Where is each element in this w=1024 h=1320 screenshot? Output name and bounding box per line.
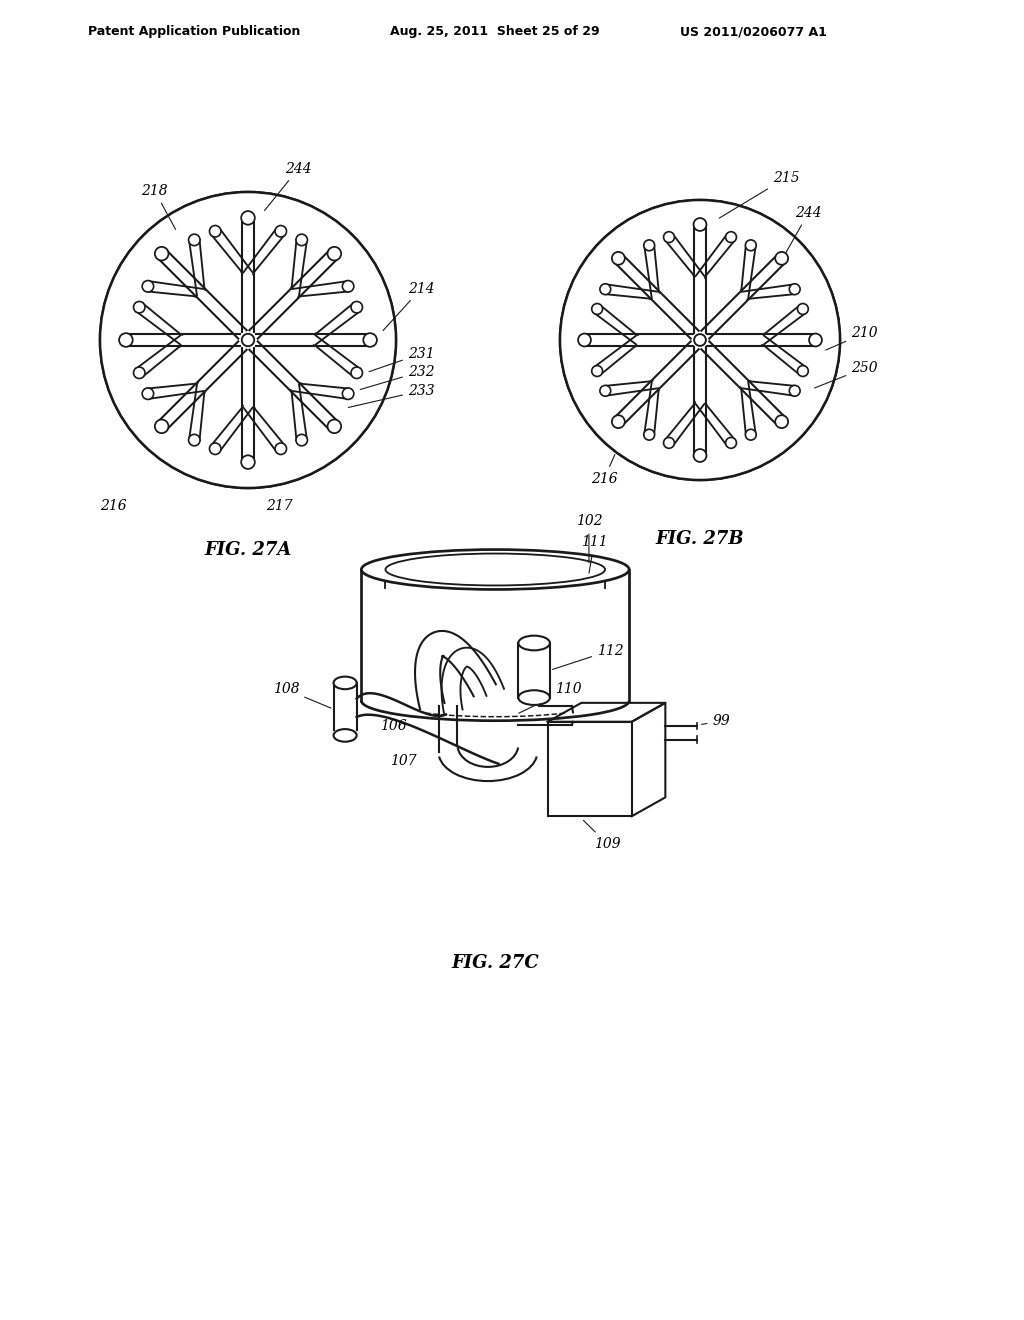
Text: 111: 111 — [581, 536, 607, 573]
Text: 218: 218 — [141, 183, 176, 230]
Text: 108: 108 — [272, 682, 331, 708]
Circle shape — [351, 367, 362, 379]
Text: 107: 107 — [390, 754, 417, 768]
Circle shape — [644, 429, 654, 440]
Circle shape — [745, 240, 757, 251]
Circle shape — [133, 367, 145, 379]
Circle shape — [142, 281, 154, 292]
Circle shape — [142, 388, 154, 400]
Circle shape — [242, 455, 255, 469]
Circle shape — [809, 334, 822, 346]
Text: 99: 99 — [701, 714, 730, 727]
Text: FIG. 27B: FIG. 27B — [655, 529, 744, 548]
Text: 217: 217 — [266, 499, 293, 513]
Text: 216: 216 — [100, 499, 127, 513]
Circle shape — [351, 301, 362, 313]
Text: US 2011/0206077 A1: US 2011/0206077 A1 — [680, 25, 826, 38]
Circle shape — [342, 281, 354, 292]
Circle shape — [775, 416, 788, 428]
Text: 214: 214 — [383, 281, 434, 330]
Circle shape — [119, 333, 133, 347]
Text: 232: 232 — [360, 364, 434, 389]
Text: 215: 215 — [719, 170, 800, 218]
Circle shape — [592, 304, 602, 314]
Circle shape — [275, 226, 287, 238]
Circle shape — [790, 284, 800, 294]
Text: 109: 109 — [584, 820, 621, 851]
Circle shape — [100, 191, 396, 488]
Text: 233: 233 — [348, 384, 434, 408]
Circle shape — [155, 420, 169, 433]
Ellipse shape — [518, 636, 550, 651]
Text: 244: 244 — [264, 162, 311, 211]
Circle shape — [726, 437, 736, 449]
Circle shape — [664, 437, 675, 449]
Circle shape — [364, 333, 377, 347]
Bar — [548, 722, 632, 816]
Ellipse shape — [361, 549, 629, 590]
Circle shape — [726, 232, 736, 243]
Circle shape — [579, 334, 591, 346]
Circle shape — [798, 366, 808, 376]
Circle shape — [100, 191, 396, 488]
Text: 210: 210 — [825, 326, 878, 350]
Text: FIG. 27C: FIG. 27C — [452, 954, 539, 973]
Circle shape — [775, 252, 788, 265]
Circle shape — [188, 234, 200, 246]
Circle shape — [133, 301, 145, 313]
Text: 216: 216 — [591, 454, 617, 486]
Ellipse shape — [518, 690, 550, 705]
Circle shape — [798, 304, 808, 314]
Circle shape — [155, 247, 169, 260]
Circle shape — [664, 232, 675, 243]
Ellipse shape — [334, 729, 356, 742]
Circle shape — [612, 416, 625, 428]
Ellipse shape — [334, 677, 356, 689]
Text: 231: 231 — [369, 347, 434, 372]
Circle shape — [592, 366, 602, 376]
Text: 250: 250 — [814, 362, 878, 388]
Circle shape — [693, 449, 707, 462]
Text: 112: 112 — [553, 644, 624, 669]
Circle shape — [275, 444, 287, 454]
Circle shape — [560, 201, 840, 480]
Text: 106: 106 — [380, 719, 407, 733]
Text: 244: 244 — [785, 206, 822, 253]
Text: Patent Application Publication: Patent Application Publication — [88, 25, 300, 38]
Circle shape — [612, 252, 625, 265]
Text: Aug. 25, 2011  Sheet 25 of 29: Aug. 25, 2011 Sheet 25 of 29 — [390, 25, 600, 38]
Circle shape — [210, 444, 221, 454]
Circle shape — [342, 388, 354, 400]
Text: 102: 102 — [575, 515, 602, 562]
Circle shape — [745, 429, 757, 440]
Circle shape — [328, 420, 341, 433]
Circle shape — [242, 211, 255, 224]
Circle shape — [188, 434, 200, 446]
Circle shape — [296, 434, 307, 446]
Circle shape — [210, 226, 221, 238]
Circle shape — [560, 201, 840, 480]
Text: FIG. 27A: FIG. 27A — [205, 541, 292, 560]
Circle shape — [600, 284, 610, 294]
Circle shape — [644, 240, 654, 251]
Circle shape — [600, 385, 610, 396]
Circle shape — [790, 385, 800, 396]
Text: 110: 110 — [519, 682, 582, 713]
Circle shape — [693, 218, 707, 231]
Circle shape — [296, 234, 307, 246]
Circle shape — [328, 247, 341, 260]
